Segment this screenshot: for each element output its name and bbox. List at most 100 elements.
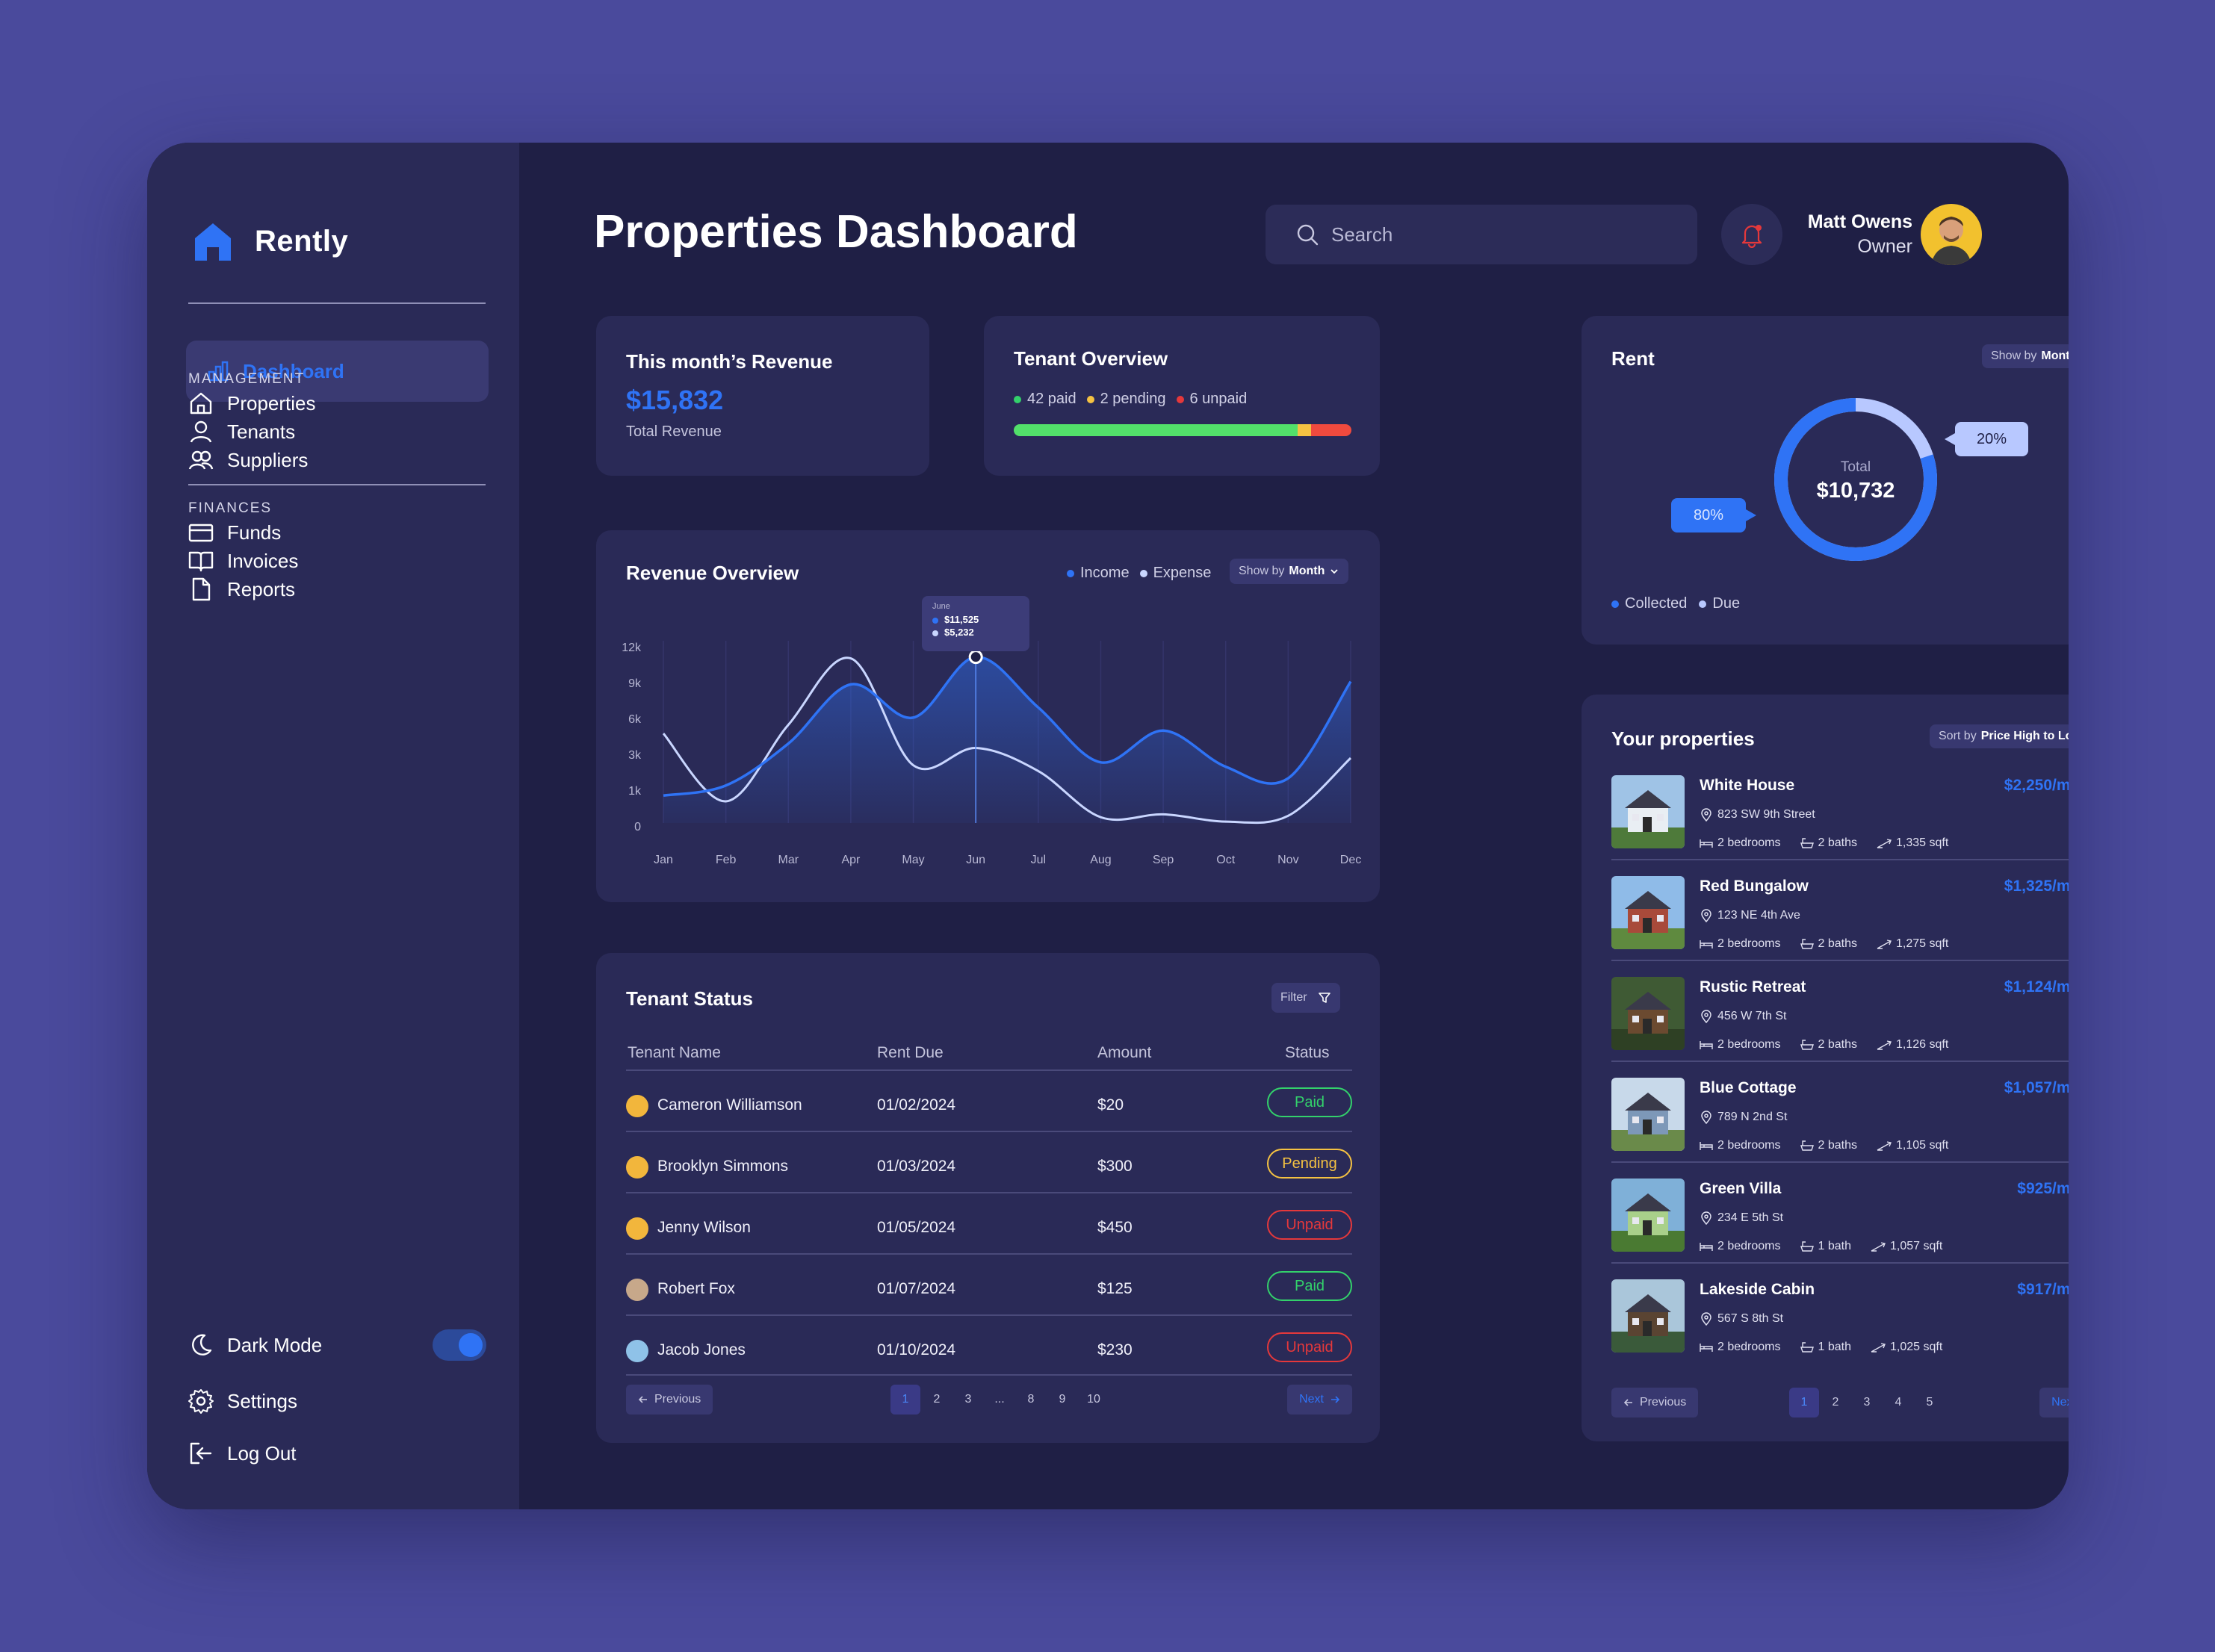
section-label-management: MANAGEMENT <box>188 371 306 387</box>
brand[interactable]: Rently <box>192 220 348 262</box>
page-number[interactable]: 9 <box>1059 1393 1066 1406</box>
page-number[interactable]: 2 <box>933 1393 941 1406</box>
page-number[interactable]: 8 <box>1027 1393 1035 1406</box>
house-photo-icon <box>1611 775 1685 848</box>
sidebar-item-logout[interactable]: Log Out <box>188 1441 297 1466</box>
revenue-card: This month’s Revenue $15,832 Total Reven… <box>596 316 929 476</box>
sidebar-item-reports[interactable]: Reports <box>188 577 295 602</box>
tooltip-month: June <box>932 602 950 611</box>
income-point <box>912 716 915 719</box>
property-item[interactable]: Rustic Retreat $1,124/month 456 W 7th St 2 … <box>1611 971 2069 1071</box>
users-icon <box>188 450 214 470</box>
table-row[interactable]: Brooklyn Simmons 01/03/2024 $300 Pending <box>626 1131 1352 1192</box>
column-header-name[interactable]: Tenant Name <box>628 1044 721 1061</box>
bath-icon <box>1800 838 1814 848</box>
x-tick-label: Mar <box>778 854 799 866</box>
sidebar-item-settings[interactable]: Settings <box>188 1388 297 1414</box>
column-header-amount[interactable]: Amount <box>1097 1044 1152 1061</box>
arrow-left-icon <box>638 1396 647 1403</box>
table-row[interactable]: Jacob Jones 01/10/2024 $230 Unpaid <box>626 1314 1352 1376</box>
user-icon <box>190 420 212 443</box>
table-row[interactable]: Jenny Wilson 01/05/2024 $450 Unpaid <box>626 1192 1352 1253</box>
area-icon <box>1871 1343 1886 1353</box>
property-item[interactable]: Green Villa $925/month 234 E 5th St 2 bedro… <box>1611 1173 2069 1273</box>
property-specs: 2 bedrooms 1 bath 1,025 sqft <box>1700 1341 1942 1354</box>
location-pin-icon <box>1701 1111 1711 1124</box>
expense-point <box>662 732 665 735</box>
tenant-name: Brooklyn Simmons <box>657 1158 789 1175</box>
page-number[interactable]: 3 <box>964 1393 972 1406</box>
page-number[interactable]: 4 <box>1895 1396 1902 1409</box>
page-number[interactable]: 3 <box>1863 1396 1871 1409</box>
sidebar-item-properties[interactable]: Properties <box>188 391 316 416</box>
house-photo-icon <box>1611 1078 1685 1151</box>
rent-due: 01/05/2024 <box>877 1219 956 1236</box>
tenant-name: Jacob Jones <box>657 1341 746 1358</box>
revenue-card-title: This month’s Revenue <box>626 350 833 373</box>
property-item[interactable]: Lakeside Cabin $917/month 567 S 8th St 2 be… <box>1611 1273 2069 1373</box>
revenue-caption: Total Revenue <box>626 423 722 440</box>
table-row[interactable]: Cameron Williamson 01/02/2024 $20 Paid <box>626 1069 1352 1131</box>
dark-mode-toggle[interactable] <box>433 1329 486 1361</box>
tenants-next-button[interactable]: Next <box>1287 1385 1352 1415</box>
revenue-show-by-dropdown[interactable]: Show by Month <box>1230 559 1349 584</box>
property-name: Red Bungalow <box>1700 878 1809 895</box>
property-divider <box>1611 1061 2069 1062</box>
x-tick-label: Sep <box>1153 854 1174 866</box>
area: 1,057 sqft <box>1871 1240 1942 1253</box>
baths: 2 baths <box>1800 1038 1857 1052</box>
sidebar-item-dashboard[interactable]: Dashboard <box>186 341 489 402</box>
sidebar-item-tenants[interactable]: Tenants <box>188 419 295 444</box>
property-item[interactable]: Blue Cottage $1,057/month 789 N 2nd St 2 be… <box>1611 1072 2069 1172</box>
income-point <box>1162 729 1165 732</box>
chevron-down-icon <box>1330 569 1338 574</box>
search-icon <box>1297 224 1319 246</box>
sidebar-item-label: Log Out <box>227 1441 297 1465</box>
expense-point <box>1224 820 1227 823</box>
logout-icon <box>190 1442 212 1465</box>
table-row[interactable]: Robert Fox 01/07/2024 $125 Paid <box>626 1253 1352 1314</box>
bed-icon <box>1700 940 1713 948</box>
amount: $450 <box>1097 1219 1133 1236</box>
sidebar-item-funds[interactable]: Funds <box>188 520 281 545</box>
status-badge: Paid <box>1267 1087 1352 1117</box>
filter-button[interactable]: Filter <box>1271 983 1340 1013</box>
avatar[interactable] <box>1921 204 1982 265</box>
page-number[interactable]: 1 <box>1789 1388 1819 1417</box>
toggle-knob <box>459 1333 483 1357</box>
properties-previous-button[interactable]: Previous <box>1611 1388 1699 1417</box>
house-photo-icon <box>1611 1179 1685 1252</box>
income-point <box>849 683 852 686</box>
page-number[interactable]: 5 <box>1926 1396 1933 1409</box>
property-item[interactable]: White House $2,250/month 823 SW 9th Street… <box>1611 769 2069 869</box>
page-number[interactable]: 2 <box>1832 1396 1839 1409</box>
area-icon <box>1877 1141 1892 1151</box>
revenue-overview-title: Revenue Overview <box>626 562 799 584</box>
property-name: Rustic Retreat <box>1700 978 1806 996</box>
x-tick-label: Nov <box>1277 854 1298 866</box>
legend-expense: Expense <box>1139 565 1211 582</box>
search-input[interactable] <box>1331 223 1675 246</box>
notifications-button[interactable] <box>1721 204 1782 265</box>
properties-next-button[interactable]: Next <box>2039 1388 2069 1417</box>
expense-point <box>1099 816 1102 819</box>
page-number[interactable]: 1 <box>890 1385 920 1415</box>
search-bar[interactable] <box>1266 205 1697 264</box>
due-percent-badge: 20% <box>1945 422 2028 456</box>
tenants-previous-button[interactable]: Previous <box>626 1385 713 1415</box>
y-tick-label: 3k <box>628 749 642 762</box>
donut-collected-ring <box>1774 398 1937 561</box>
sidebar-item-suppliers[interactable]: Suppliers <box>188 447 308 473</box>
sidebar-item-invoices[interactable]: Invoices <box>188 548 298 574</box>
column-header-status[interactable]: Status <box>1285 1044 1330 1061</box>
x-tick-label: May <box>902 854 924 866</box>
page-number[interactable]: 10 <box>1087 1393 1100 1406</box>
brand-name: Rently <box>255 224 349 258</box>
sidebar-item-label: Dashboard <box>243 359 344 382</box>
legend-unpaid: 6 unpaid <box>1176 391 1247 408</box>
column-header-rent-due[interactable]: Rent Due <box>877 1044 944 1061</box>
property-item[interactable]: Red Bungalow $1,325/month 123 NE 4th Ave 2 … <box>1611 870 2069 970</box>
